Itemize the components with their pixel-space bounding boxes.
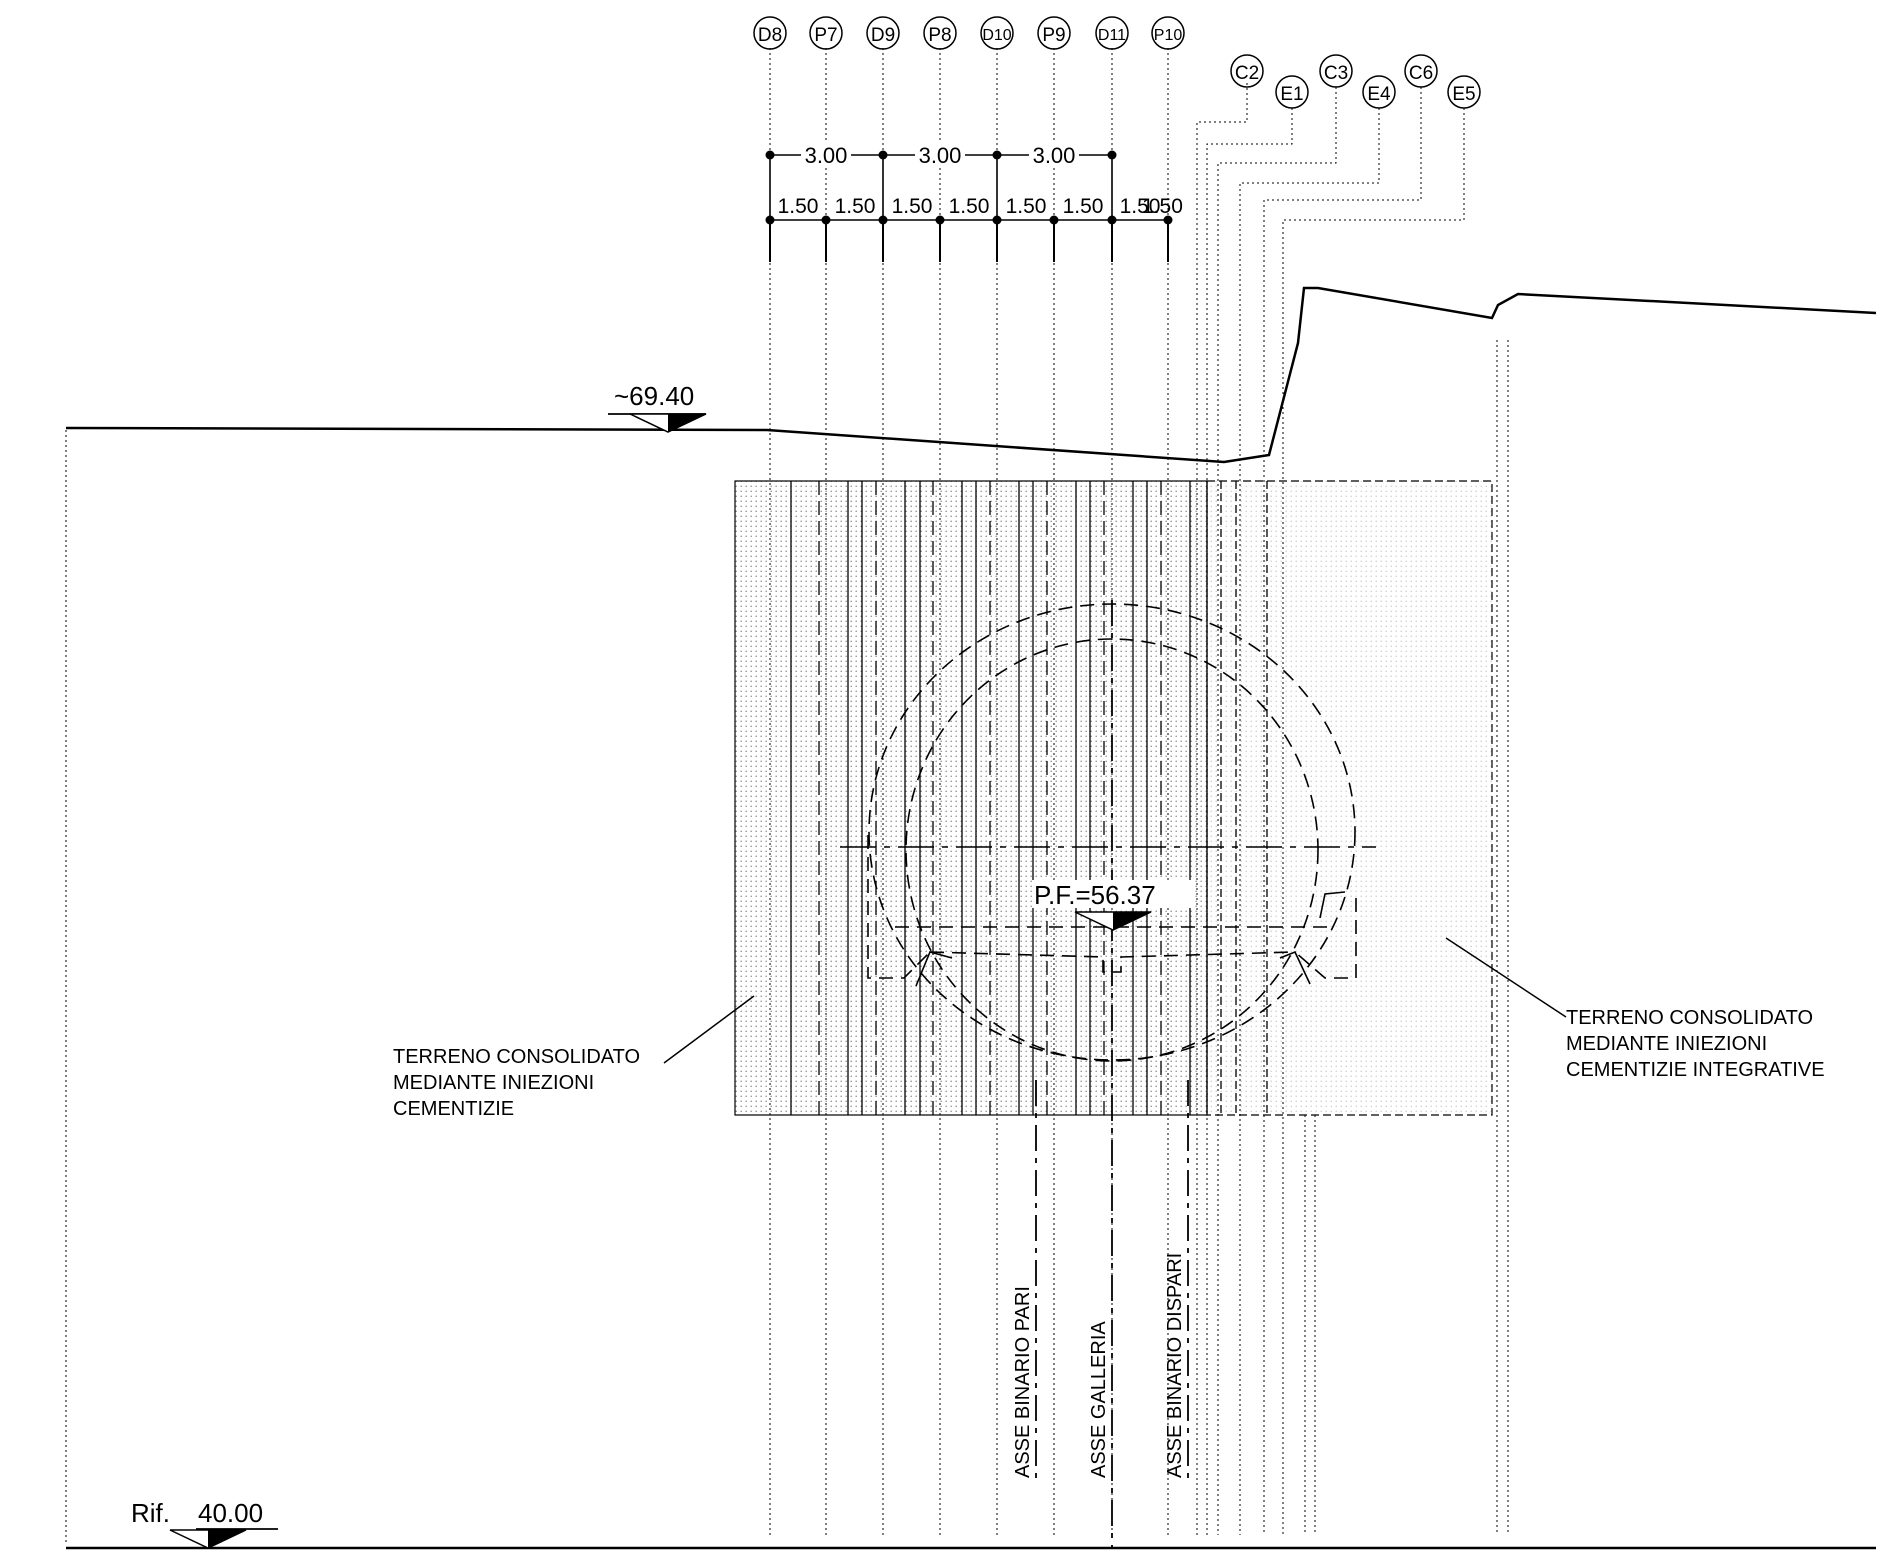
rail-level-marker: P.F.=56.37	[1032, 880, 1192, 931]
note-right-line-1: TERRENO CONSOLIDATO	[1566, 1007, 1813, 1029]
track-axes	[1035, 600, 1189, 1548]
dimension-major-3: 3.00	[1033, 143, 1076, 168]
marker-p7: P7	[809, 16, 843, 50]
marker-d11: D11	[1095, 16, 1129, 50]
rail-base-profile	[929, 951, 1296, 973]
tunnel-inner-ring	[905, 638, 1319, 1062]
marker-c3-label: C3	[1324, 63, 1348, 84]
marker-p8: P8	[923, 16, 957, 50]
axis-tunnel-label: ASSE GALLERIA	[1088, 1321, 1110, 1478]
sidewall-tick-right	[1319, 891, 1346, 919]
marker-d10-label: D10	[982, 27, 1011, 44]
note-left-line-1: TERRENO CONSOLIDATO	[393, 1046, 640, 1068]
marker-e4-label: E4	[1367, 84, 1391, 105]
marker-c6: C6	[1404, 54, 1438, 88]
invert-tick-left	[915, 951, 953, 987]
marker-reference-lines	[65, 48, 1509, 1545]
right-markers: C2 E1 C3 E4 C6 E5	[1230, 54, 1481, 109]
dimension-minor-6: 1.50	[1063, 195, 1104, 218]
marker-p9-label: P9	[1042, 25, 1065, 46]
marker-e1-label: E1	[1280, 84, 1303, 105]
dimension-minor-8: 1.50	[1142, 195, 1183, 218]
marker-p7-label: P7	[814, 25, 837, 46]
note-right-line-3: CEMENTIZIE INTEGRATIVE	[1566, 1059, 1825, 1081]
ground-elevation-label: ~69.40	[614, 381, 694, 411]
note-right-line-2: MEDIANTE INIEZIONI	[1566, 1033, 1767, 1055]
marker-p10-label: P10	[1154, 27, 1183, 44]
axis-even-track-label: ASSE BINARIO PARI	[1012, 1286, 1034, 1478]
dimension-chain-major: 3.00 3.00 3.00	[765, 143, 1117, 220]
reference-prefix-label: Rif.	[131, 1498, 170, 1528]
marker-p8-label: P8	[928, 25, 951, 46]
tunnel-invert-right	[1294, 898, 1357, 979]
ground-profile-line	[65, 286, 1877, 464]
invert-tick-right	[1279, 950, 1311, 985]
note-right: TERRENO CONSOLIDATO MEDIANTE INIEZIONI C…	[1445, 937, 1825, 1081]
marker-d8: D8	[753, 16, 787, 50]
marker-e5: E5	[1447, 75, 1481, 109]
dimension-major-2: 3.00	[919, 143, 962, 168]
dimension-chain-minor: 1.50 1.50 1.50 1.50 1.50 1.50 1.50 1.50	[765, 195, 1183, 262]
integrative-consolidation-area	[1206, 480, 1493, 1116]
marker-d9-label: D9	[871, 25, 895, 46]
marker-c3: C3	[1319, 54, 1353, 88]
reference-value-label: 40.00	[198, 1498, 263, 1528]
reference-elevation-marker: Rif. 40.00	[131, 1498, 278, 1549]
rail-level-label: P.F.=56.37	[1034, 880, 1156, 910]
tunnel-invert-left	[867, 835, 931, 979]
marker-p9: P9	[1037, 16, 1071, 50]
marker-d11-label: D11	[1098, 27, 1126, 44]
dimension-minor-1: 1.50	[778, 195, 819, 218]
tunnel-section	[840, 603, 1376, 1062]
marker-c6-label: C6	[1409, 63, 1433, 84]
marker-d9: D9	[866, 16, 900, 50]
marker-p10: P10	[1151, 16, 1185, 50]
dimension-major-1: 3.00	[805, 143, 848, 168]
dimension-minor-3: 1.50	[892, 195, 933, 218]
dimension-minor-7: 1.50	[1120, 195, 1161, 218]
marker-e5-label: E5	[1452, 84, 1475, 105]
dimension-minor-5: 1.50	[1006, 195, 1047, 218]
axis-odd-track-label: ASSE BINARIO DISPARI	[1164, 1253, 1186, 1478]
marker-c2-label: C2	[1235, 63, 1259, 84]
marker-e1: E1	[1275, 75, 1309, 109]
note-left-line-3: CEMENTIZIE	[393, 1098, 514, 1120]
note-left-line-2: MEDIANTE INIEZIONI	[393, 1072, 594, 1094]
marker-d8-label: D8	[758, 25, 782, 46]
dimension-minor-2: 1.50	[835, 195, 876, 218]
dimension-minor-4: 1.50	[949, 195, 990, 218]
top-markers: D8 P7 D9 P8 D10 P9 D11 P10	[753, 16, 1185, 50]
ground-elevation-marker: ~69.40	[608, 381, 707, 433]
marker-c2: C2	[1230, 54, 1264, 88]
marker-d10: D10	[980, 16, 1014, 50]
note-left: TERRENO CONSOLIDATO MEDIANTE INIEZIONI C…	[393, 995, 755, 1120]
consolidated-soil-area	[734, 480, 1208, 1116]
marker-e4: E4	[1362, 75, 1396, 109]
